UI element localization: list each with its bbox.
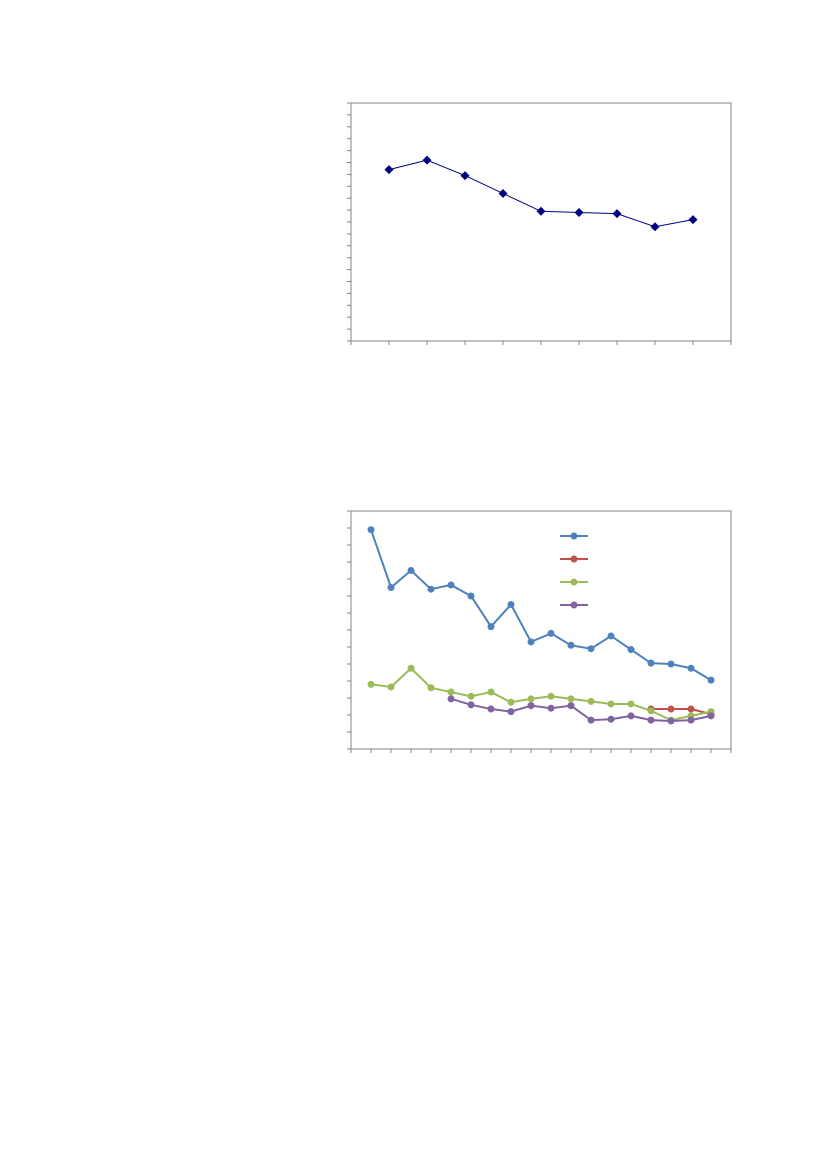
- data-point: [607, 632, 615, 640]
- data-point: [587, 697, 595, 705]
- legend-marker: [570, 578, 578, 586]
- data-point: [667, 717, 675, 725]
- data-point: [567, 702, 575, 710]
- data-point: [627, 646, 635, 654]
- data-point: [687, 716, 695, 724]
- data-point: [647, 707, 655, 715]
- data-point: [507, 708, 515, 716]
- data-point: [447, 695, 455, 703]
- data-point: [407, 664, 415, 672]
- data-point: [427, 684, 435, 692]
- data-point: [567, 695, 575, 703]
- data-point: [447, 688, 455, 696]
- data-point: [627, 700, 635, 708]
- data-point: [460, 171, 470, 181]
- data-point: [467, 692, 475, 700]
- data-point: [367, 680, 375, 688]
- data-point: [647, 659, 655, 667]
- plot-area: [350, 510, 732, 750]
- data-point: [527, 695, 535, 703]
- data-point: [507, 698, 515, 706]
- data-point: [387, 683, 395, 691]
- legend-marker: [570, 532, 578, 540]
- data-point: [707, 712, 715, 720]
- data-point: [467, 701, 475, 709]
- data-point: [422, 155, 432, 165]
- plot-area: [350, 102, 732, 342]
- data-point: [627, 712, 635, 720]
- data-point: [487, 688, 495, 696]
- legend: [560, 532, 588, 609]
- series-line: [370, 666, 712, 722]
- data-point: [487, 705, 495, 713]
- data-point: [547, 704, 555, 712]
- data-point: [687, 705, 695, 713]
- data-point: [527, 702, 535, 710]
- data-point: [498, 188, 508, 198]
- data-point: [647, 716, 655, 724]
- data-point: [567, 641, 575, 649]
- data-point: [427, 585, 435, 593]
- data-point: [536, 206, 546, 216]
- data-point: [384, 165, 394, 175]
- legend-marker: [570, 555, 578, 563]
- data-point: [612, 209, 622, 219]
- data-point: [688, 215, 698, 225]
- data-point: [650, 222, 660, 232]
- data-point: [467, 592, 475, 600]
- chart: [347, 510, 732, 753]
- data-point: [487, 623, 495, 631]
- data-point: [507, 601, 515, 608]
- data-point: [547, 692, 555, 700]
- data-point: [527, 638, 535, 646]
- data-point: [607, 715, 615, 723]
- legend-marker: [570, 601, 578, 609]
- data-point: [667, 660, 675, 668]
- data-point: [547, 629, 555, 637]
- data-point: [447, 581, 455, 589]
- chart: [347, 102, 732, 345]
- data-point: [587, 716, 595, 724]
- data-point: [687, 664, 695, 672]
- data-point: [407, 567, 415, 574]
- data-point: [367, 526, 375, 534]
- data-point: [387, 584, 395, 591]
- data-point: [607, 700, 615, 708]
- data-point: [667, 705, 675, 713]
- data-point: [587, 645, 595, 653]
- data-point: [707, 676, 715, 684]
- data-point: [574, 207, 584, 217]
- series-line: [651, 708, 712, 716]
